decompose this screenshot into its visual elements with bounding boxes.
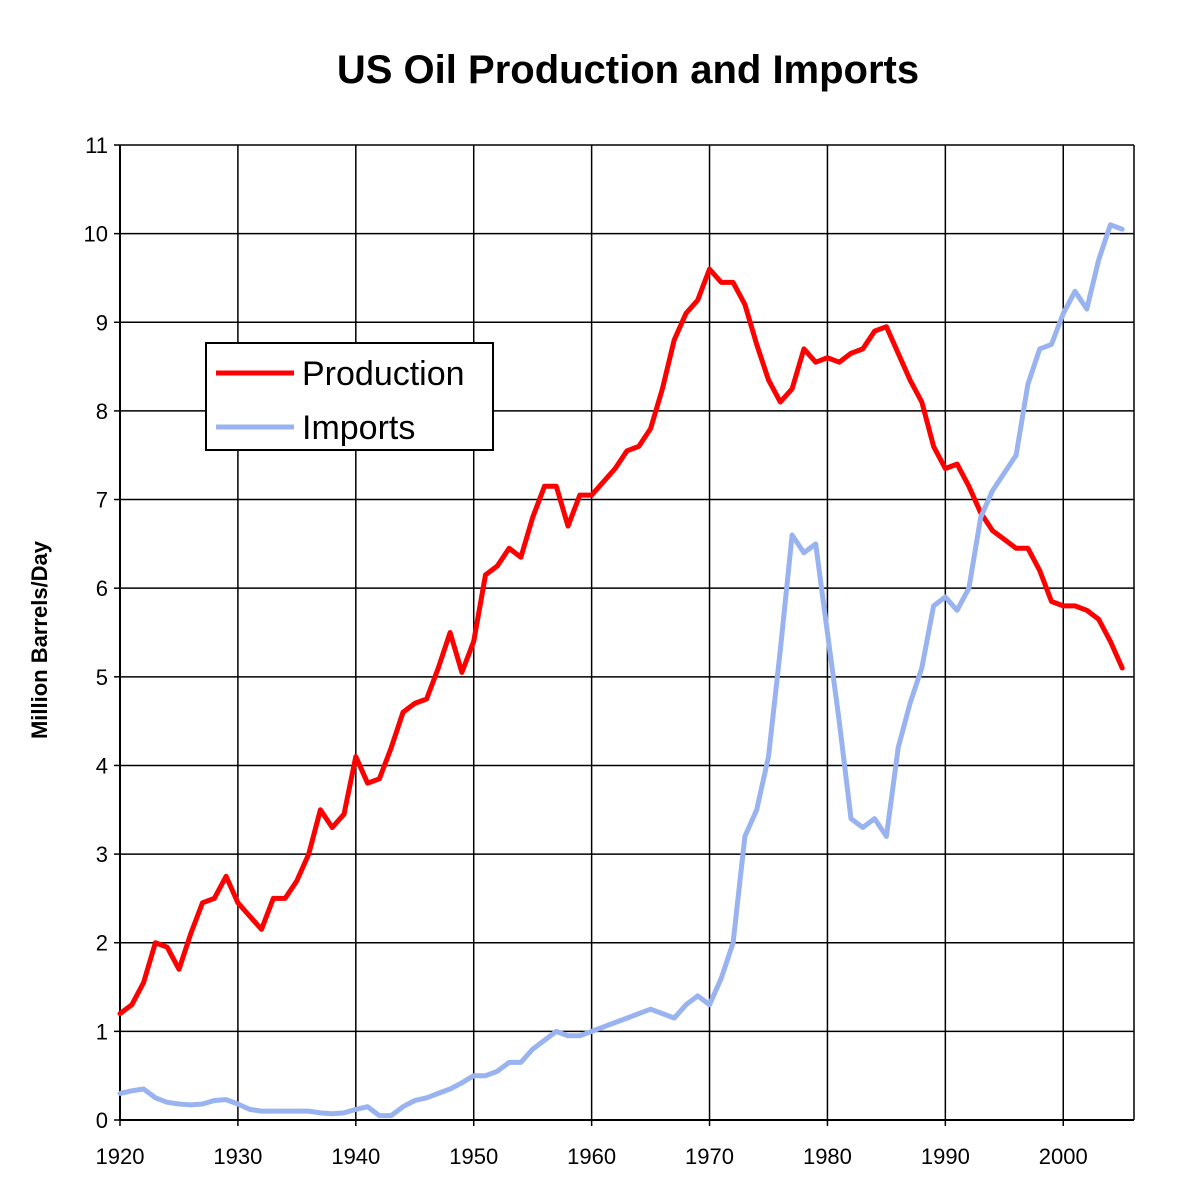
series-layer: [117, 222, 1125, 1119]
y-tick-label-3: 3: [96, 842, 108, 867]
x-tick-label-2000: 2000: [1039, 1144, 1088, 1169]
y-tick-label-1: 1: [96, 1019, 108, 1044]
x-tick-label-1980: 1980: [803, 1144, 852, 1169]
x-tick-labels: 1920 1930 1940 1950 1960 1970 1980 1990 2000: [96, 1144, 1088, 1169]
legend-label-imports: Imports: [302, 409, 415, 447]
y-tick-label-6: 6: [96, 576, 108, 601]
x-tick-label-1940: 1940: [331, 1144, 380, 1169]
y-tick-label-4: 4: [96, 753, 108, 778]
y-tick-label-7: 7: [96, 488, 108, 513]
series-line-imports: [117, 222, 1125, 1119]
legend: Production Imports: [205, 342, 494, 451]
legend-box: [205, 342, 494, 451]
y-tick-label-2: 2: [96, 931, 108, 956]
y-tick-label-5: 5: [96, 665, 108, 690]
y-tick-labels: 0 1 2 3 4 5 6 7 8 9 10 11: [84, 133, 108, 1133]
x-tick-label-1960: 1960: [567, 1144, 616, 1169]
y-tick-label-11: 11: [85, 133, 108, 158]
y-tick-label-10: 10: [84, 222, 108, 247]
x-tick-label-1920: 1920: [96, 1144, 145, 1169]
series-line-production: [117, 266, 1125, 1017]
y-tick-label-9: 9: [96, 310, 108, 335]
y-tick-label-8: 8: [96, 399, 108, 424]
chart-title: US Oil Production and Imports: [336, 48, 920, 92]
x-tick-label-1930: 1930: [213, 1144, 262, 1169]
x-tick-label-1990: 1990: [921, 1144, 970, 1169]
legend-label-production: Production: [302, 355, 465, 393]
x-tick-label-1970: 1970: [685, 1144, 734, 1169]
y-tick-label-0: 0: [96, 1108, 108, 1133]
grid-layer: [114, 144, 1135, 1126]
x-tick-label-1950: 1950: [449, 1144, 498, 1169]
